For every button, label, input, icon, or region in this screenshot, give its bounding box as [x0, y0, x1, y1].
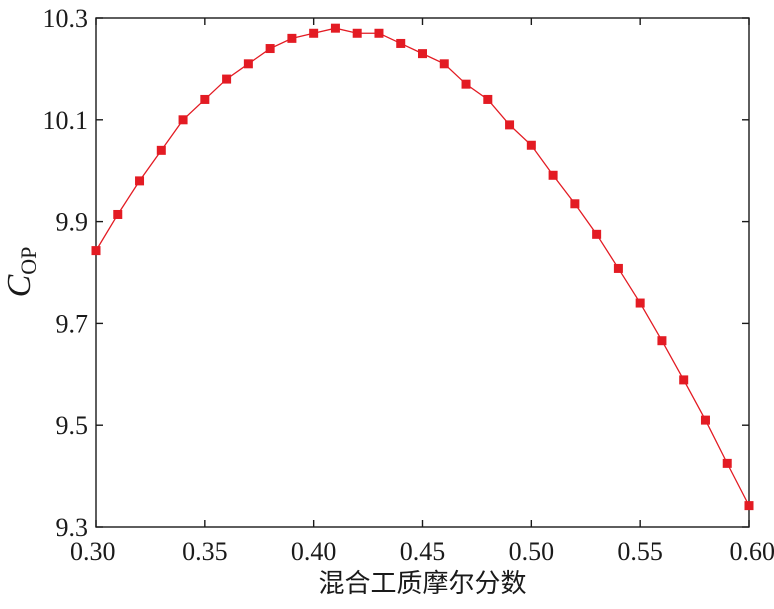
y-tick-label: 9.5	[56, 411, 89, 440]
data-point	[548, 170, 558, 180]
data-point	[526, 140, 536, 150]
x-tick-label: 0.45	[400, 537, 446, 566]
data-point	[570, 199, 580, 209]
x-tick-label: 0.50	[509, 537, 555, 566]
data-point	[243, 59, 253, 69]
y-tick-label: 10.3	[43, 4, 89, 33]
y-tick-label: 9.3	[56, 513, 89, 542]
y-tick-label: 9.7	[56, 309, 89, 338]
data-point	[135, 176, 145, 186]
series-line	[95, 27, 750, 506]
series	[95, 27, 750, 506]
data-point	[700, 415, 710, 425]
data-point	[505, 120, 515, 130]
y-tick-label: 9.9	[56, 208, 89, 237]
x-tick-label: 0.30	[70, 537, 116, 566]
data-point	[222, 74, 232, 84]
data-point	[744, 501, 754, 511]
y-axis-label: COP	[1, 247, 41, 298]
data-point	[418, 49, 427, 59]
x-tick-label: 0.60	[730, 537, 774, 566]
y-axis-label-main: C	[1, 274, 38, 297]
data-point	[287, 33, 297, 43]
data-point	[352, 28, 362, 38]
data-point	[178, 115, 188, 125]
x-tick-label: 0.40	[291, 537, 337, 566]
data-point	[613, 263, 623, 273]
data-point	[592, 229, 602, 239]
data-point	[483, 94, 493, 104]
data-point	[265, 44, 275, 54]
x-axis-label: 混合工质摩尔分数	[318, 569, 526, 599]
y-axis-label-sub: OP	[16, 247, 41, 275]
data-point	[396, 38, 406, 48]
plot-area	[95, 17, 750, 528]
data-point	[374, 28, 384, 38]
data-point	[635, 298, 645, 308]
data-point	[200, 94, 210, 104]
data-point	[113, 209, 123, 219]
x-tick-label: 0.55	[617, 537, 663, 566]
data-point	[461, 79, 471, 89]
data-point	[309, 28, 319, 38]
data-point	[91, 246, 101, 256]
y-tick-label: 10.1	[43, 106, 89, 135]
x-tick-label: 0.35	[182, 537, 228, 566]
data-point	[439, 59, 449, 69]
data-point	[156, 145, 166, 155]
data-point	[679, 375, 689, 385]
axis-ticks	[95, 17, 750, 528]
data-point	[657, 336, 667, 346]
data-point	[330, 23, 340, 33]
tick-labels: 0.30 0.35 0.40 0.45 0.50 0.55 0.60 9.3 9.5 9.7 9.9…	[43, 4, 774, 566]
data-point	[722, 458, 732, 468]
markers	[91, 23, 754, 511]
